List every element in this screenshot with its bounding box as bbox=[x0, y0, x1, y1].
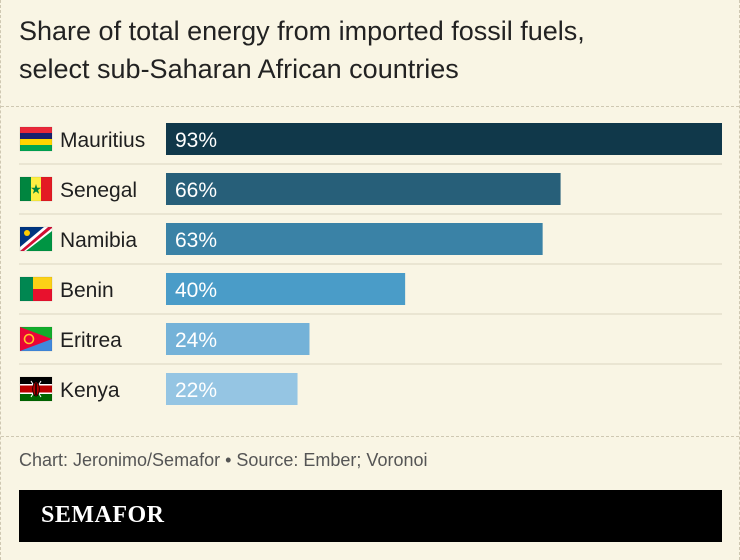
bar bbox=[166, 323, 310, 355]
country-label: Kenya bbox=[60, 379, 120, 402]
value-label: 63% bbox=[175, 229, 217, 252]
value-label: 66% bbox=[175, 179, 217, 202]
chart-title-line-1: Share of total energy from imported foss… bbox=[19, 16, 585, 46]
bar-chart: Mauritius 93% Senegal 66% Namibia 63% Benin 40%… bbox=[19, 123, 722, 405]
benin-flag-icon bbox=[19, 276, 53, 302]
country-label: Namibia bbox=[60, 229, 137, 252]
top-divider bbox=[1, 106, 739, 107]
country-label: Mauritius bbox=[60, 129, 145, 152]
country-label: Benin bbox=[60, 279, 114, 302]
senegal-flag-icon bbox=[19, 176, 53, 202]
value-label: 22% bbox=[175, 379, 217, 402]
chart-title: Share of total energy from imported foss… bbox=[19, 12, 719, 88]
country-label: Senegal bbox=[60, 179, 137, 202]
value-label: 93% bbox=[175, 129, 217, 152]
mauritius-flag-icon bbox=[19, 126, 53, 152]
bar bbox=[166, 123, 722, 155]
value-label: 24% bbox=[175, 329, 217, 352]
country-label: Eritrea bbox=[60, 329, 122, 352]
namibia-flag-icon bbox=[19, 226, 53, 252]
source-note: Chart: Jeronimo/Semafor • Source: Ember;… bbox=[19, 450, 428, 470]
eritrea-flag-icon bbox=[19, 326, 53, 352]
bar bbox=[166, 173, 561, 205]
bar bbox=[166, 223, 543, 255]
bar bbox=[166, 273, 406, 305]
bottom-divider bbox=[1, 436, 739, 437]
semafor-logo: SEMAFOR bbox=[41, 502, 165, 528]
brand-bar: SEMAFOR bbox=[19, 490, 722, 542]
chart-title-line-2: select sub-Saharan African countries bbox=[19, 54, 459, 84]
bar bbox=[166, 373, 298, 405]
value-label: 40% bbox=[175, 279, 217, 302]
kenya-flag-icon bbox=[19, 376, 53, 402]
